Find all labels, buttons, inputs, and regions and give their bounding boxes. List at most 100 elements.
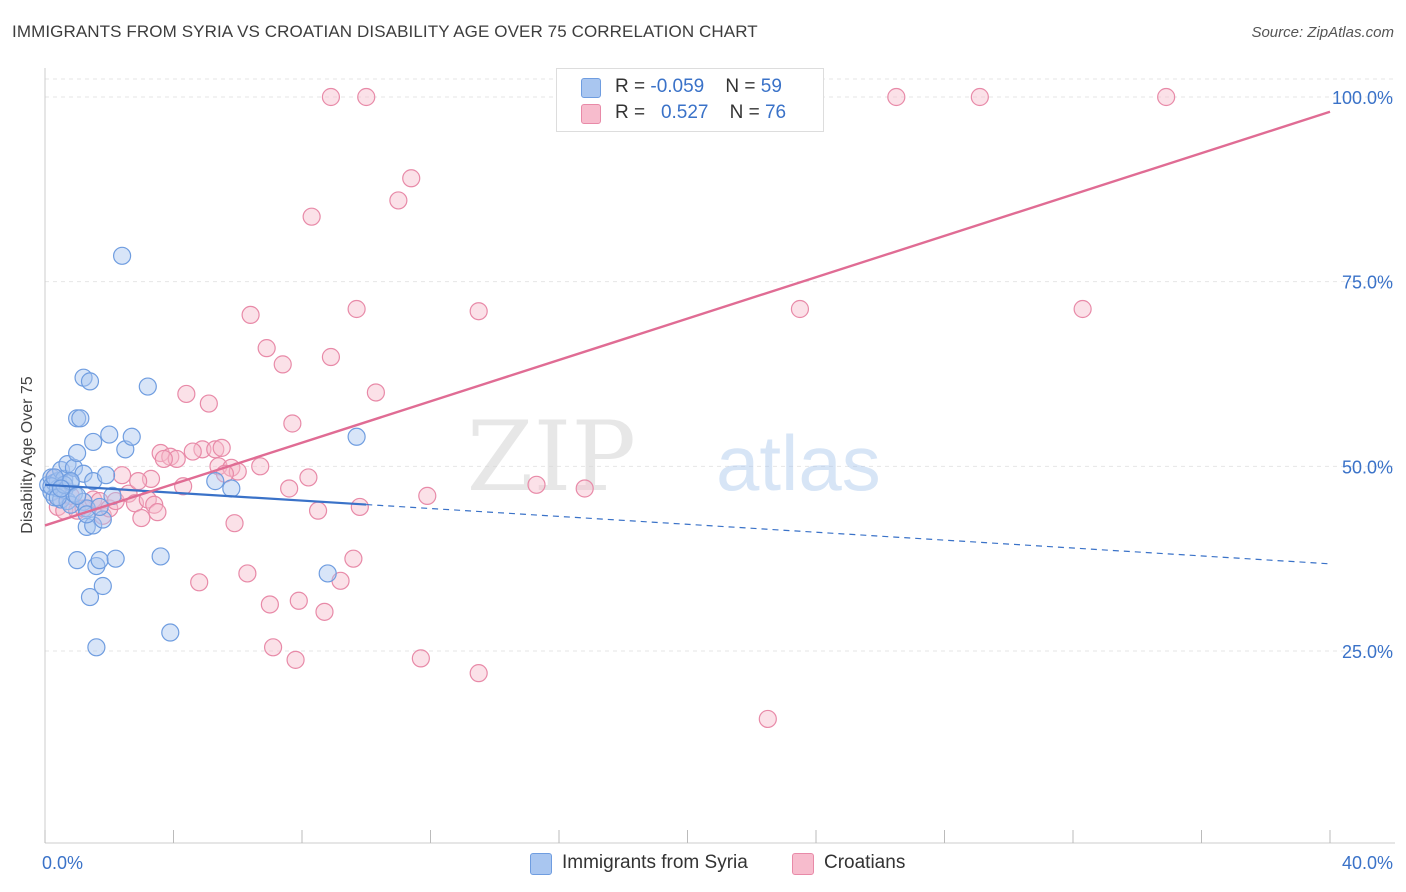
chart-title: IMMIGRANTS FROM SYRIA VS CROATIAN DISABI… xyxy=(12,22,758,41)
syria-point xyxy=(122,427,141,446)
syria-point xyxy=(100,425,119,444)
syria-point xyxy=(206,472,225,491)
stats-legend: R = -0.059 N = 59 R = 0.527 N = 76 xyxy=(556,68,824,132)
croatians-point xyxy=(344,549,363,568)
croatians-point xyxy=(132,508,151,528)
x-tick-label: 40.0% xyxy=(1342,853,1393,873)
croatians-point xyxy=(527,475,546,494)
croatians-point xyxy=(758,709,777,729)
croatians-point xyxy=(302,207,321,226)
syria-point xyxy=(161,623,180,642)
croatians-point xyxy=(183,442,202,461)
watermark-atlas: atlas xyxy=(716,419,881,507)
bottom-legend-swatch-croatians xyxy=(792,853,814,875)
legend-r-value-syria: -0.059 xyxy=(650,76,705,97)
croatians-point xyxy=(887,87,906,107)
croatians-point xyxy=(112,466,132,485)
croatians-point xyxy=(273,355,292,374)
croatians-point xyxy=(241,305,260,325)
croatians-point xyxy=(299,468,318,487)
legend-n-value-croatians: 76 xyxy=(764,102,787,123)
croatians-point xyxy=(280,479,299,498)
bottom-legend-label-croatians: Croatians xyxy=(824,852,906,873)
bottom-legend-swatch-syria xyxy=(530,853,552,875)
legend-n-label: N = xyxy=(729,102,765,123)
croatians-point xyxy=(357,87,376,107)
croatians-point xyxy=(970,87,989,107)
legend-n-label: N = xyxy=(725,76,761,97)
watermark-zip: ZIP xyxy=(467,401,636,513)
axes-layer xyxy=(44,68,1395,844)
croatians-point xyxy=(225,514,244,533)
croatians-point xyxy=(283,414,302,433)
croatians-point xyxy=(190,573,209,592)
syria-point xyxy=(68,551,87,570)
croatians-point xyxy=(366,383,385,402)
croatians-point xyxy=(148,503,167,522)
croatians-point xyxy=(289,591,308,610)
croatians-point xyxy=(321,347,341,367)
syria-point xyxy=(71,409,90,428)
syria-point xyxy=(318,564,337,583)
syria-trend-line xyxy=(44,483,367,506)
legend-r-label: R = xyxy=(615,102,651,123)
croatians-point xyxy=(1073,299,1092,319)
legend-r-label: R = xyxy=(615,76,651,97)
legend-swatch-syria xyxy=(581,78,601,98)
syria-point xyxy=(93,576,112,596)
syria-point xyxy=(80,372,100,391)
croatians-point xyxy=(238,564,257,583)
croatians-point xyxy=(315,602,334,621)
y-tick-label: 25.0% xyxy=(1342,642,1393,662)
syria-point xyxy=(64,458,84,477)
croatians-point xyxy=(286,650,305,669)
y-tick-label: 50.0% xyxy=(1342,457,1393,477)
y-tick-label: 100.0% xyxy=(1332,88,1393,108)
croatians-point xyxy=(411,649,430,668)
croatians-point xyxy=(350,497,369,517)
source-label: Source: ZipAtlas.com xyxy=(1251,24,1394,41)
watermark: ZIP atlas xyxy=(467,401,881,513)
syria-point xyxy=(112,246,132,265)
bottom-legend-label-syria: Immigrants from Syria xyxy=(562,852,748,873)
trend-lines xyxy=(44,110,1331,565)
syria-point xyxy=(84,516,103,535)
croatians-point xyxy=(469,302,488,321)
croatians-point xyxy=(199,394,218,413)
legend-swatch-croatians xyxy=(581,104,601,124)
y-tick-label: 75.0% xyxy=(1342,273,1393,293)
croatians-point xyxy=(321,87,341,107)
legend-r-value-croatians: 0.527 xyxy=(660,102,709,123)
croatians-point xyxy=(263,638,283,657)
syria-point xyxy=(347,427,366,446)
syria-point xyxy=(68,443,87,463)
syria-point xyxy=(222,479,241,498)
croatians-point xyxy=(790,299,810,319)
croatians-point xyxy=(154,449,173,469)
croatians-point xyxy=(402,169,421,188)
syria-point xyxy=(68,486,87,505)
croatians-point xyxy=(469,664,488,683)
croatians-point xyxy=(177,384,196,404)
syria-point xyxy=(77,517,96,537)
syria-point xyxy=(80,587,100,607)
croatians-point xyxy=(167,449,186,469)
croatians-point xyxy=(347,299,366,319)
croatians-point xyxy=(129,472,148,491)
syria-point xyxy=(138,377,157,396)
croatians-point xyxy=(308,501,328,520)
croatians-point xyxy=(212,438,231,457)
croatians-point xyxy=(1157,87,1176,107)
syria-point xyxy=(96,466,116,485)
croatians-point xyxy=(418,486,437,505)
legend-n-value-syria: 59 xyxy=(760,76,782,97)
croatians-point xyxy=(575,479,594,498)
syria-point xyxy=(106,549,125,568)
croatians-point xyxy=(260,595,279,614)
croatians-point xyxy=(251,457,270,476)
croatians-point xyxy=(257,339,276,358)
syria-trend-line-extension xyxy=(366,503,1331,565)
croatians-trend-line xyxy=(44,110,1331,527)
syria-point xyxy=(87,638,106,657)
